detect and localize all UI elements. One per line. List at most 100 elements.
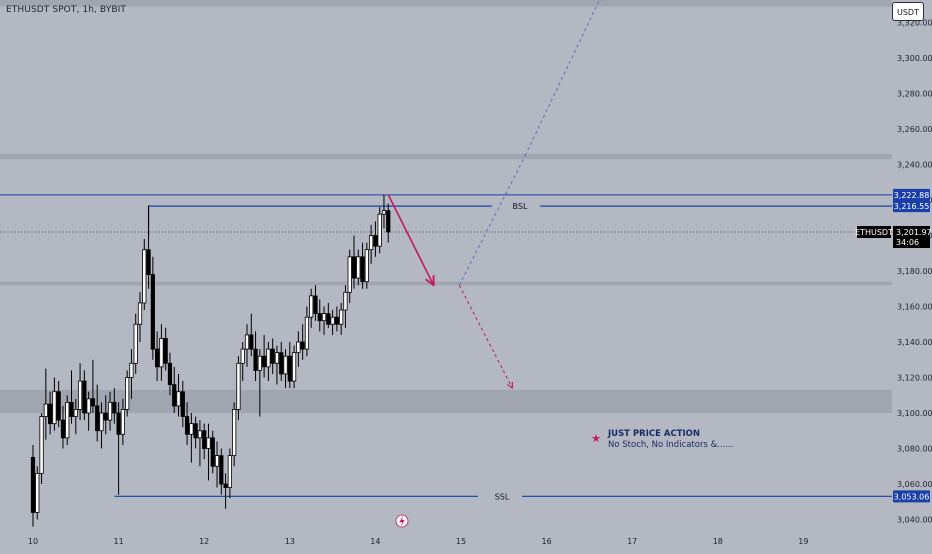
candle-up[interactable] xyxy=(369,224,374,264)
candle-down[interactable] xyxy=(326,302,331,328)
candle-down[interactable] xyxy=(56,381,61,428)
candle-up[interactable] xyxy=(321,306,327,335)
candle-down[interactable] xyxy=(90,359,96,413)
candle-down[interactable] xyxy=(287,342,292,389)
candle-up[interactable] xyxy=(120,398,125,445)
candle-down[interactable] xyxy=(146,205,151,289)
candle-down[interactable] xyxy=(180,381,185,428)
candle-down[interactable] xyxy=(360,242,365,289)
candle-down[interactable] xyxy=(334,306,339,332)
candle-down[interactable] xyxy=(48,391,53,435)
candle-up[interactable] xyxy=(159,324,164,382)
candle-down[interactable] xyxy=(184,402,190,445)
candle-down[interactable] xyxy=(253,331,258,382)
projection-arrow-solid[interactable] xyxy=(387,194,433,286)
candle-up[interactable] xyxy=(274,345,280,385)
candle-down[interactable] xyxy=(103,395,108,435)
candle-up[interactable] xyxy=(107,391,113,431)
candle-up[interactable] xyxy=(377,207,382,254)
candle-up[interactable] xyxy=(291,345,297,389)
candle-down[interactable] xyxy=(116,402,121,495)
candle-up[interactable] xyxy=(339,302,344,335)
candle-up[interactable] xyxy=(347,249,352,303)
candle-up[interactable] xyxy=(197,420,203,467)
price-zone xyxy=(0,389,892,413)
candle-up[interactable] xyxy=(99,402,104,449)
candle-up[interactable] xyxy=(283,349,288,389)
candle-down[interactable] xyxy=(219,448,224,495)
candle-down[interactable] xyxy=(155,331,160,382)
candle-up[interactable] xyxy=(35,466,40,520)
candle-up[interactable] xyxy=(227,448,232,499)
candle-down[interactable] xyxy=(317,299,322,332)
candle-up[interactable] xyxy=(43,368,48,440)
candle-down[interactable] xyxy=(69,370,74,424)
candle-down[interactable] xyxy=(373,221,378,257)
candle-down[interactable] xyxy=(210,430,215,474)
candle-up[interactable] xyxy=(304,306,310,357)
candle-down[interactable] xyxy=(150,256,155,360)
candle-down[interactable] xyxy=(270,338,275,374)
currency-button[interactable]: USDT xyxy=(892,2,924,21)
candle-up[interactable] xyxy=(142,239,147,311)
candle-down[interactable] xyxy=(172,366,177,413)
candle-up[interactable] xyxy=(52,377,57,431)
candle-up[interactable] xyxy=(214,441,220,488)
candle-down[interactable] xyxy=(60,405,66,449)
ssl-price-badge[interactable] xyxy=(893,490,930,503)
candle-up[interactable] xyxy=(189,413,194,463)
candle-down[interactable] xyxy=(95,384,100,442)
lightning-icon[interactable] xyxy=(395,514,409,528)
projection-arrow-dashed[interactable] xyxy=(458,284,512,388)
bsl-line-left[interactable] xyxy=(147,205,492,237)
candle-down[interactable] xyxy=(82,370,87,421)
candle-up[interactable] xyxy=(343,285,348,328)
candle-down[interactable] xyxy=(167,352,173,396)
high-price-badge[interactable] xyxy=(893,188,930,201)
candle-up[interactable] xyxy=(232,402,237,467)
candle-up[interactable] xyxy=(206,423,211,481)
candle-up[interactable] xyxy=(77,363,83,421)
candle-down[interactable] xyxy=(386,203,391,243)
candle-up[interactable] xyxy=(73,398,78,435)
candle-up[interactable] xyxy=(244,324,250,367)
candle-down[interactable] xyxy=(249,313,254,357)
candle-up[interactable] xyxy=(257,349,262,417)
projection-arrow-dashed[interactable] xyxy=(458,155,526,286)
candle-up[interactable] xyxy=(330,310,335,335)
projection-arrow-dashed[interactable] xyxy=(524,0,602,156)
countdown-label: 34:06 xyxy=(896,238,919,247)
candle-down[interactable] xyxy=(223,473,228,509)
candle-down[interactable] xyxy=(163,327,168,371)
candle-up[interactable] xyxy=(364,242,369,289)
candle-down[interactable] xyxy=(30,444,36,527)
candle-up[interactable] xyxy=(296,331,301,367)
candle-down[interactable] xyxy=(202,423,207,460)
candle-up[interactable] xyxy=(240,342,245,382)
candle-down[interactable] xyxy=(279,342,284,382)
candle-up[interactable] xyxy=(381,194,387,229)
candle-up[interactable] xyxy=(125,370,130,417)
price-tick-label: 3,080.00 xyxy=(897,445,932,454)
candle-down[interactable] xyxy=(313,285,318,321)
candle-down[interactable] xyxy=(300,324,305,360)
candle-down[interactable] xyxy=(193,416,198,449)
candle-up[interactable] xyxy=(236,356,241,421)
candle-down[interactable] xyxy=(262,334,267,378)
candle-up[interactable] xyxy=(176,373,181,417)
candle-up[interactable] xyxy=(137,292,143,342)
candle-down[interactable] xyxy=(351,235,357,289)
last-price-badge[interactable] xyxy=(893,226,930,249)
candle-up[interactable] xyxy=(133,313,138,374)
candle-up[interactable] xyxy=(309,288,314,328)
candle-up[interactable] xyxy=(266,342,271,382)
candle-up[interactable] xyxy=(39,413,44,484)
candle-up[interactable] xyxy=(86,391,91,431)
candle-up[interactable] xyxy=(65,395,70,445)
candle-up[interactable] xyxy=(129,349,134,399)
candle-up[interactable] xyxy=(356,249,361,286)
candle-down[interactable] xyxy=(112,388,117,424)
bsl-price-badge[interactable] xyxy=(893,200,930,213)
